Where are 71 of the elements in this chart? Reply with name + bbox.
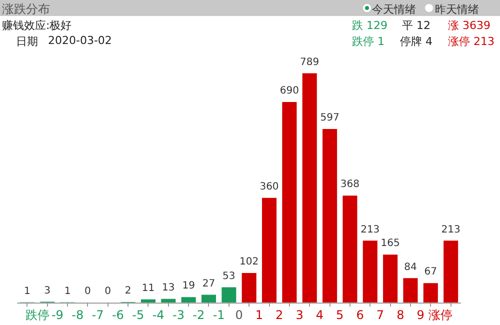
- x-tick-label: 涨停: [428, 308, 453, 322]
- text: 停牌 4: [400, 34, 432, 49]
- bar: [140, 299, 156, 303]
- x-tick-label: -7: [92, 308, 104, 322]
- data-label: 1: [64, 286, 71, 297]
- x-tick-label: 7: [376, 308, 384, 322]
- data-label: 789: [300, 56, 320, 68]
- data-label: 3: [44, 285, 51, 296]
- text: 昨天情绪: [435, 2, 479, 17]
- x-tick-label: 5: [336, 308, 344, 322]
- data-label: 84: [404, 262, 417, 273]
- bar: [444, 240, 458, 303]
- data-label: 213: [441, 224, 460, 236]
- data-label: 2: [124, 286, 132, 297]
- chart-title: 涨跌分布: [2, 1, 50, 18]
- x-tick-label: 1: [255, 308, 263, 322]
- bar: [342, 196, 358, 303]
- text: 日期: [16, 34, 38, 49]
- x-tick-label: -1: [212, 308, 225, 322]
- x-tick-label: 9: [416, 308, 424, 322]
- data-label: 27: [202, 278, 216, 290]
- text: 赚钱效应:极好: [2, 18, 72, 33]
- data-label: 13: [162, 282, 175, 294]
- text: 2020-03-02: [48, 34, 112, 47]
- x-tick-label: 4: [316, 308, 324, 322]
- data-label: 368: [340, 179, 360, 190]
- x-tick-label: -8: [72, 308, 84, 322]
- text: 涨停 213: [448, 34, 494, 49]
- bar: [282, 102, 297, 303]
- text: 跌停 1: [352, 34, 384, 49]
- text: 今天情绪: [372, 2, 416, 17]
- x-tick-label: -5: [132, 308, 144, 322]
- x-tick-label: 跌停: [25, 308, 50, 322]
- data-label: 597: [320, 112, 340, 124]
- data-label: 165: [380, 238, 400, 250]
- bar: [362, 240, 378, 303]
- data-label: 1: [24, 286, 30, 297]
- text: 平 12: [402, 18, 430, 33]
- x-tick-label: -3: [172, 308, 184, 322]
- data-label: 53: [222, 270, 236, 282]
- text: 涨 3639: [448, 18, 490, 33]
- bar: [181, 297, 196, 303]
- bar: [201, 294, 216, 303]
- bar: [403, 278, 418, 303]
- bar: [262, 198, 277, 303]
- data-label: 690: [280, 86, 299, 97]
- text: 跌 129: [352, 18, 388, 33]
- x-tick-label: 6: [356, 308, 364, 322]
- bar: [302, 73, 317, 303]
- data-label: 0: [104, 286, 112, 298]
- data-label: 11: [142, 282, 155, 294]
- x-tick-label: -9: [51, 308, 64, 322]
- data-label: 0: [84, 286, 91, 298]
- x-tick-label: 0: [235, 308, 243, 322]
- data-label: 19: [182, 280, 195, 292]
- data-label: 102: [240, 256, 259, 268]
- bar: [322, 129, 338, 303]
- x-tick-label: 3: [296, 308, 304, 322]
- bar: [222, 287, 236, 303]
- data-label: 67: [424, 266, 438, 278]
- x-tick-label: -2: [192, 308, 205, 322]
- x-tick-label: 2: [276, 308, 284, 322]
- bar: [242, 272, 256, 303]
- data-label: 360: [260, 182, 279, 193]
- data-label: 213: [360, 224, 380, 236]
- bar: [383, 254, 398, 303]
- x-tick-label: -4: [152, 308, 164, 322]
- x-tick-label: -6: [112, 308, 124, 322]
- bar: [161, 298, 176, 303]
- x-tick-label: 8: [396, 308, 404, 322]
- bar: [423, 283, 438, 303]
